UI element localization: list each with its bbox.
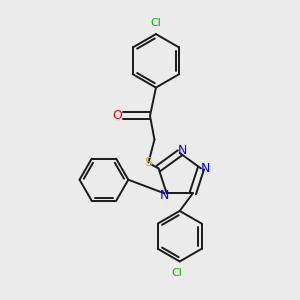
Text: N: N	[177, 144, 187, 157]
Text: Cl: Cl	[171, 268, 182, 278]
Text: O: O	[112, 109, 122, 122]
Text: N: N	[160, 189, 169, 202]
Text: N: N	[201, 162, 210, 175]
Text: S: S	[145, 156, 152, 169]
Text: Cl: Cl	[151, 17, 161, 28]
